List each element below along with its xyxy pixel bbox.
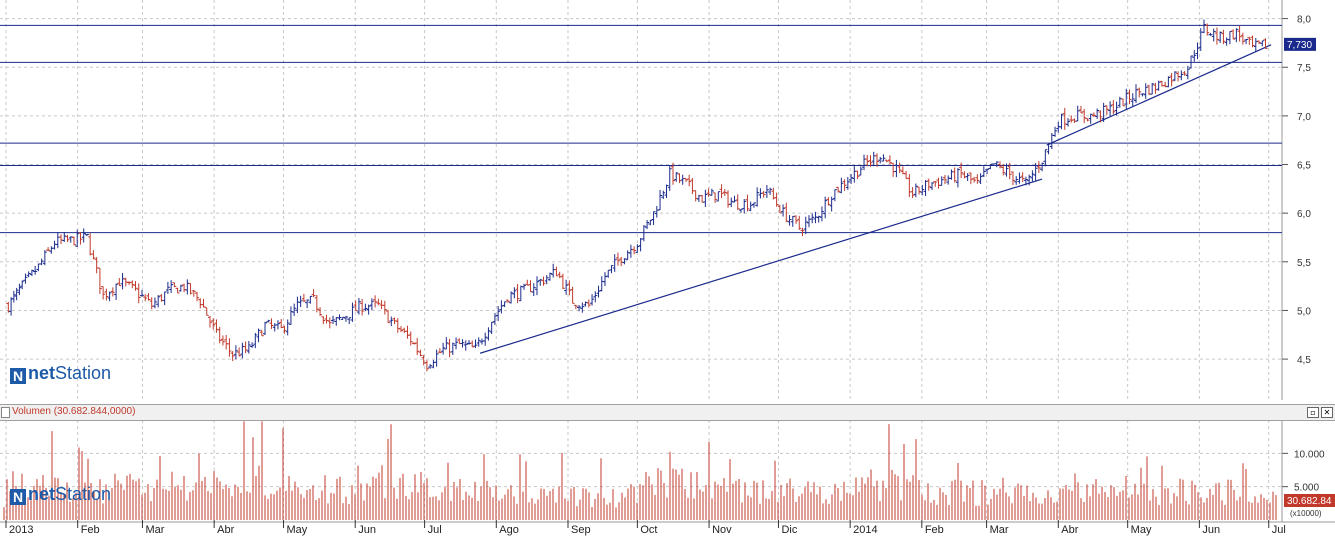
y-tick-label: 4,5 (1297, 355, 1311, 366)
y-tick-label: 5,5 (1297, 258, 1311, 269)
x-tick-label: Jul (1272, 524, 1286, 536)
x-tick-label: Oct (640, 524, 657, 536)
y-tick-label: 7,0 (1297, 112, 1311, 123)
trend-line (479, 178, 1043, 354)
x-tick-label: May (1131, 524, 1152, 536)
x-tick-label: Feb (925, 524, 944, 536)
volume-tick-label: 10.000 (1294, 449, 1325, 460)
x-tick-label: Jul (428, 524, 442, 536)
x-tick-label: Feb (81, 524, 100, 536)
trend-line (1046, 44, 1272, 146)
last-price-marker (1284, 37, 1316, 51)
y-tick-label: 6,0 (1297, 209, 1311, 220)
x-tick-label: Mar (990, 524, 1009, 536)
y-tick-label: 7,5 (1297, 63, 1311, 74)
volume-tick-label: 5.000 (1294, 483, 1319, 494)
y-tick-label: 5,0 (1297, 306, 1311, 317)
close-icon[interactable]: ✕ (1321, 407, 1333, 418)
volume-unit-label: (x10000) (1290, 509, 1322, 518)
x-tick-label: 2013 (9, 524, 33, 536)
x-tick-label: Ago (499, 524, 519, 536)
x-tick-label: Nov (712, 524, 732, 536)
volume-panel-header: Volumen (30.682.844,0000) ▫ ✕ (0, 404, 1335, 421)
last-volume-label: 30.682.84 (1287, 496, 1332, 507)
x-tick-label: 2014 (853, 524, 877, 536)
x-tick-label: Sep (571, 524, 591, 536)
last-price-label: 7,730 (1287, 40, 1312, 51)
volume-panel-icon[interactable] (1, 407, 10, 418)
x-tick-label: Mar (145, 524, 164, 536)
y-tick-label: 8,0 (1297, 15, 1311, 26)
netstation-icon: N (10, 489, 26, 505)
y-tick-label: 6,5 (1297, 161, 1311, 172)
x-tick-label: Abr (217, 524, 234, 536)
last-volume-marker (1284, 494, 1335, 507)
restore-icon[interactable]: ▫ (1307, 407, 1319, 418)
netstation-icon: N (10, 368, 26, 384)
x-tick-label: Jun (358, 524, 376, 536)
x-tick-label: Abr (1061, 524, 1078, 536)
price-plot-area (0, 0, 1282, 400)
x-tick-label: Dic (781, 524, 797, 536)
x-tick-label: May (287, 524, 308, 536)
volume-series-label: Volumen (30.682.844,0000) (12, 406, 136, 417)
x-tick-label: Jun (1202, 524, 1220, 536)
